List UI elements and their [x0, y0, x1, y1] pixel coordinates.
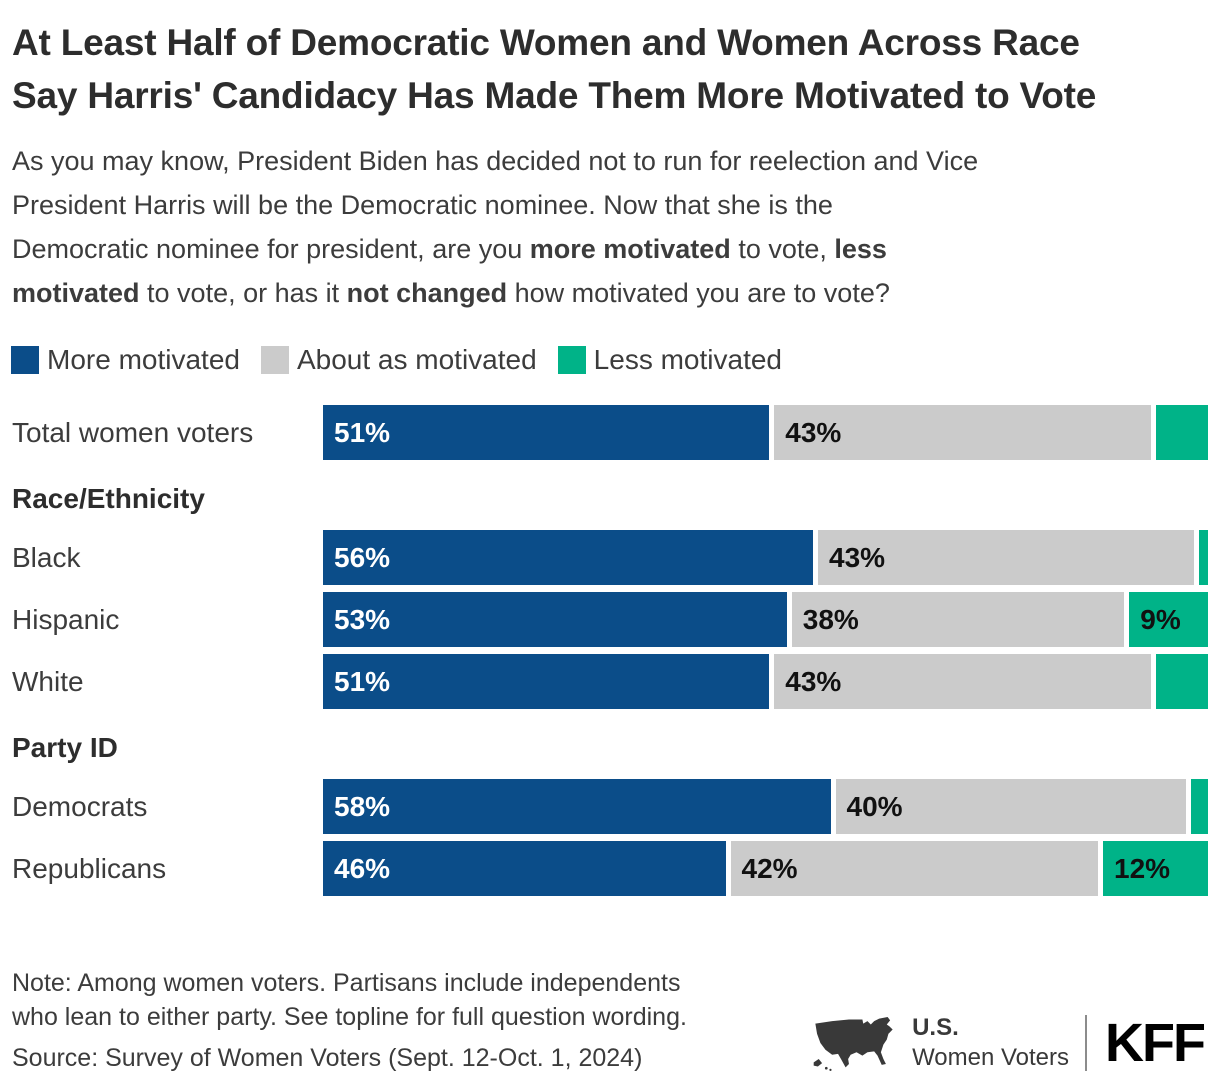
bar-row: Democrats 58% 40%	[0, 779, 1220, 834]
note-text: Note: Among women voters. Partisans incl…	[12, 966, 772, 1034]
value-label: 43%	[785, 665, 842, 697]
row-label: Black	[12, 541, 81, 573]
bar-segment-less-motivated	[1155, 405, 1208, 460]
value-label: 56%	[334, 541, 391, 573]
legend-swatch-icon	[11, 346, 39, 374]
value-label: 42%	[741, 852, 798, 884]
program-label-top: U.S.	[912, 1014, 959, 1041]
bar-segment-more-motivated: 46%	[323, 841, 726, 896]
bar-row: Black 56% 43%	[0, 530, 1220, 585]
program-label-bottom: Women Voters	[912, 1044, 1070, 1071]
bar-segment-less-motivated: 12%	[1103, 841, 1208, 896]
legend-label: About as motivated	[296, 344, 537, 375]
bar-segment-more-motivated: 51%	[323, 654, 770, 709]
legend-item-0: More motivated	[11, 344, 240, 376]
bar-segment-about-as-motivated: 42%	[730, 841, 1098, 896]
stacked-bar: 46% 42% 12%	[323, 841, 1208, 896]
value-label: 58%	[334, 790, 391, 822]
legend: More motivated About as motivated Less mot…	[11, 344, 803, 376]
bar-segment-more-motivated: 56%	[323, 530, 813, 585]
bar-segment-less-motivated	[1199, 530, 1208, 585]
bar-segment-less-motivated: 9%	[1129, 592, 1208, 647]
note-line-2: who lean to either party. See topline fo…	[12, 1003, 687, 1031]
subtitle-text: Democratic nominee for president, are yo…	[12, 234, 530, 264]
value-label: 9%	[1140, 603, 1181, 635]
subtitle-text: As you may know, President Biden has dec…	[12, 146, 979, 176]
bar-row: Hispanic 53% 38% 9%	[0, 592, 1220, 647]
kff-logo: KFF	[1105, 1013, 1206, 1073]
value-label: 51%	[334, 416, 391, 448]
bar-segment-about-as-motivated: 43%	[818, 530, 1195, 585]
stacked-bar: 58% 40%	[323, 779, 1208, 834]
subtitle-text: President Harris will be the Democratic …	[12, 190, 833, 220]
value-label: 43%	[785, 416, 842, 448]
stacked-bar-chart: Total women voters 51% 43% Race/Ethnicity Bl…	[0, 405, 1220, 903]
legend-label: Less motivated	[593, 344, 782, 375]
subtitle-text: to vote, or has it	[139, 278, 347, 308]
row-label: Republicans	[12, 852, 167, 884]
bar-row: Total women voters 51% 43%	[0, 405, 1220, 460]
subtitle-emphasis: motivated	[12, 278, 140, 308]
stacked-bar: 51% 43%	[323, 654, 1208, 709]
legend-swatch-icon	[260, 346, 289, 374]
bar-segment-about-as-motivated: 43%	[774, 654, 1151, 709]
row-label: Total women voters	[12, 416, 254, 448]
bar-segment-more-motivated: 58%	[323, 779, 831, 834]
value-label: 43%	[829, 541, 886, 573]
value-label: 38%	[802, 603, 859, 635]
footer-logos: U.S. Women Voters KFF	[812, 1010, 1206, 1076]
legend-label: More motivated	[47, 344, 240, 375]
subtitle-line: Democratic nominee for president, are yo…	[12, 227, 1220, 271]
logo-divider	[1085, 1015, 1088, 1071]
subtitle-line: motivated to vote, or has it not changed…	[12, 271, 1220, 315]
stacked-bar: 53% 38% 9%	[323, 592, 1208, 647]
value-label: 53%	[334, 603, 391, 635]
source-text: Source: Survey of Women Voters (Sept. 12…	[12, 1044, 643, 1072]
row-label: White	[12, 665, 84, 697]
row-label: Democrats	[12, 790, 148, 822]
value-label: 12%	[1114, 852, 1171, 884]
subtitle-emphasis: less	[834, 234, 887, 264]
note-line-1: Note: Among women voters. Partisans incl…	[12, 969, 681, 997]
chart-title-line-1: At Least Half of Democratic Women and Wo…	[12, 22, 1080, 63]
legend-item-2: Less motivated	[557, 344, 782, 376]
legend-swatch-icon	[557, 346, 586, 374]
bar-row: White 51% 43%	[0, 654, 1220, 709]
bar-row: Republicans 46% 42% 12%	[0, 841, 1220, 896]
subtitle-emphasis: more motivated	[529, 234, 731, 264]
value-label: 51%	[334, 665, 391, 697]
bar-segment-more-motivated: 51%	[323, 405, 770, 460]
subtitle-text: to vote,	[730, 234, 835, 264]
bar-segment-less-motivated	[1155, 654, 1208, 709]
program-label: U.S. Women Voters	[912, 1013, 1069, 1073]
legend-item-1: About as motivated	[260, 344, 537, 376]
bar-segment-less-motivated	[1190, 779, 1208, 834]
subtitle: As you may know, President Biden has dec…	[12, 139, 1220, 315]
chart-title: At Least Half of Democratic Women and Wo…	[12, 16, 1220, 122]
subtitle-emphasis: not changed	[346, 278, 508, 308]
bar-segment-about-as-motivated: 38%	[791, 592, 1125, 647]
bar-segment-about-as-motivated: 43%	[774, 405, 1151, 460]
stacked-bar: 51% 43%	[323, 405, 1208, 460]
us-map-icon	[813, 1016, 893, 1071]
bar-segment-about-as-motivated: 40%	[835, 779, 1186, 834]
value-label: 40%	[846, 790, 903, 822]
subtitle-line: President Harris will be the Democratic …	[12, 183, 1220, 227]
stacked-bar: 56% 43%	[323, 530, 1208, 585]
section-header: Party ID	[12, 731, 118, 763]
subtitle-text: how motivated you are to vote?	[507, 278, 890, 308]
chart-title-line-2: Say Harris' Candidacy Has Made Them More…	[12, 75, 1097, 116]
subtitle-line: As you may know, President Biden has dec…	[12, 139, 1220, 183]
section-header: Race/Ethnicity	[12, 482, 205, 514]
value-label: 46%	[334, 852, 391, 884]
bar-segment-more-motivated: 53%	[323, 592, 787, 647]
row-label: Hispanic	[12, 603, 120, 635]
